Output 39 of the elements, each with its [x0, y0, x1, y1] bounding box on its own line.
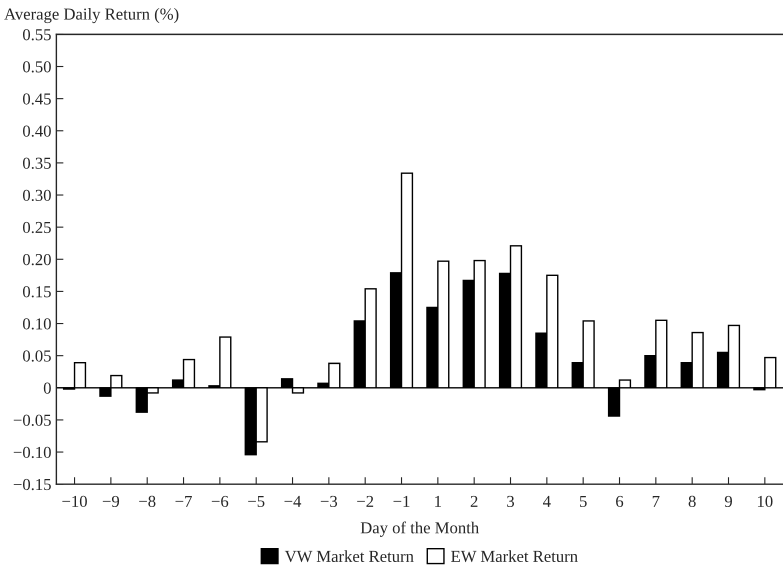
y-tick-label: 0.40 — [22, 125, 51, 137]
x-tick-label: −8 — [139, 496, 156, 508]
y-tick-label: 0.45 — [22, 93, 51, 105]
x-axis-title: Day of the Month — [360, 522, 479, 537]
x-tick-label: −1 — [393, 496, 410, 507]
y-tick-label: 0.20 — [22, 254, 51, 266]
y-axis-title: Average Daily Return (%) — [4, 8, 178, 24]
x-tick-label: 9 — [724, 496, 732, 508]
x-tick-label: −10 — [62, 496, 87, 508]
x-tick-label: −5 — [248, 496, 264, 508]
x-tick-label: 5 — [580, 496, 587, 508]
y-tick-label: 0.50 — [22, 61, 51, 73]
y-tick-label: 0.05 — [22, 350, 51, 362]
legend-label: EW Market Return — [451, 550, 578, 562]
y-tick-label: 0.10 — [22, 318, 51, 330]
x-tick-label: 6 — [616, 496, 624, 508]
x-tick-label: −3 — [320, 496, 338, 508]
legend-label: VW Market Return — [284, 550, 414, 562]
y-tick-label: 0.25 — [22, 222, 51, 234]
x-tick-label: 1 — [435, 496, 442, 507]
y-tick-label: −0.10 — [14, 446, 51, 458]
y-tick-label: −0.05 — [14, 414, 51, 426]
y-tick-label: 0.15 — [22, 286, 51, 298]
x-tick-label: 8 — [688, 496, 696, 508]
y-tick-label: 0.30 — [22, 190, 51, 202]
x-tick-label: −6 — [212, 496, 228, 508]
x-tick-label: 10 — [758, 496, 773, 508]
y-tick-label: 0.35 — [22, 158, 51, 169]
x-tick-label: 2 — [470, 496, 478, 507]
x-tick-label: −9 — [102, 496, 120, 508]
y-tick-label: 0 — [44, 382, 51, 394]
x-tick-label: 7 — [652, 496, 660, 507]
x-tick-label: −4 — [284, 496, 302, 507]
x-tick-label: −7 — [176, 496, 192, 507]
y-tick-label: 0.55 — [22, 29, 51, 40]
x-tick-label: 3 — [507, 496, 514, 508]
x-tick-label: 4 — [543, 496, 551, 507]
y-tick-label: −0.15 — [14, 478, 51, 490]
x-tick-label: −2 — [357, 496, 374, 507]
